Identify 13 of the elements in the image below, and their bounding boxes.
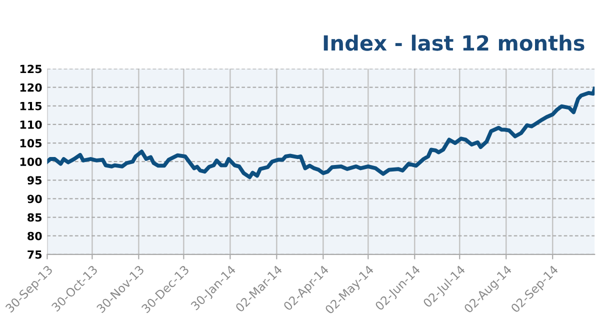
y-tick-label: 75 bbox=[28, 250, 42, 259]
y-tick-label: 115 bbox=[20, 102, 42, 110]
y-tick-label: 110 bbox=[20, 120, 42, 129]
line-series bbox=[47, 86, 595, 180]
y-tick-label: 80 bbox=[28, 232, 42, 240]
y-tick-label: 95 bbox=[27, 176, 42, 185]
chart-title: Index - last 12 months bbox=[324, 34, 584, 51]
y-tick-label: 125 bbox=[20, 64, 42, 74]
y-tick-label: 100 bbox=[20, 158, 42, 166]
y-tick-label: 105 bbox=[20, 139, 42, 148]
y-tick-label: 120 bbox=[20, 83, 42, 92]
y-tick-label: 85 bbox=[28, 213, 42, 222]
y-tick-label: 90 bbox=[27, 194, 42, 204]
